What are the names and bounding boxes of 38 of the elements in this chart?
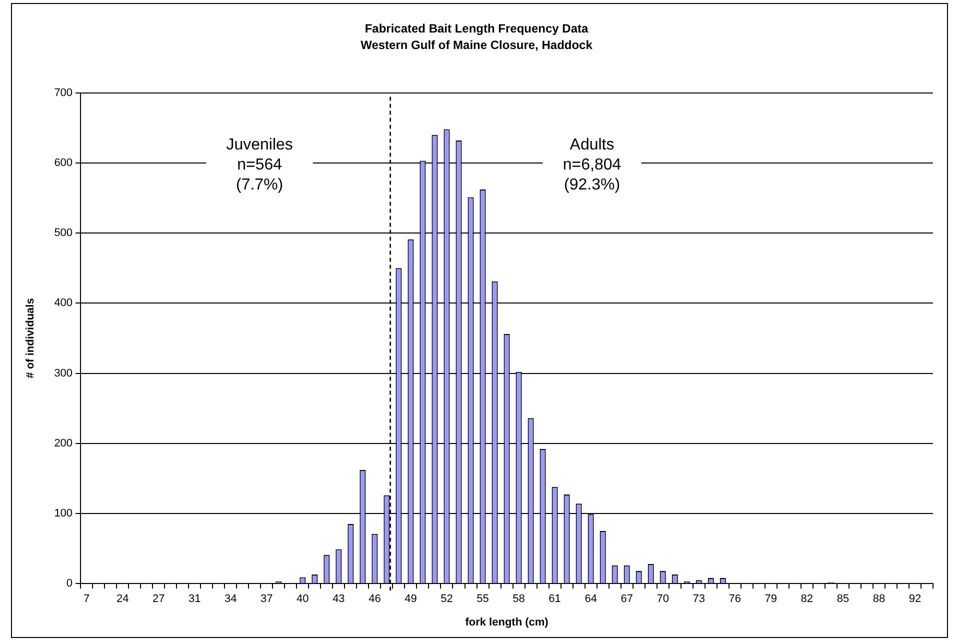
x-tick-label: 58 (512, 593, 525, 606)
x-tick-label: 24 (116, 593, 129, 606)
x-tick-label: 31 (188, 593, 201, 606)
y-tick-label: 400 (54, 297, 73, 310)
chart-title: Fabricated Bait Length Frequency Data (364, 22, 589, 36)
y-tick-label: 0 (66, 578, 73, 590)
x-tick-label: 7 (83, 593, 90, 606)
x-tick-label: 37 (260, 593, 273, 606)
x-tick-label: 73 (692, 593, 705, 606)
chart-subtitle: Western Gulf of Maine Closure, Haddock (360, 38, 593, 52)
x-axis-title: fork length (cm) (465, 616, 549, 628)
x-tick-label: 82 (800, 593, 814, 606)
x-tick-label: 85 (836, 593, 850, 606)
y-axis-title: # of individuals (24, 298, 37, 378)
y-tick-label: 200 (54, 437, 73, 450)
x-tick-label: 67 (620, 593, 633, 606)
x-tick-label: 88 (872, 593, 886, 606)
x-tick-label: 55 (476, 593, 489, 606)
x-tick-label: 27 (152, 593, 165, 606)
x-tick-label: 46 (368, 593, 381, 606)
x-tick-label: 92 (908, 593, 922, 606)
x-tick-label: 43 (332, 593, 345, 606)
annotation: Adults n=6,804 (92.3%) (562, 136, 622, 194)
x-tick-label: 40 (296, 593, 309, 606)
y-tick-label: 500 (54, 227, 73, 240)
y-tick-label: 600 (54, 156, 73, 169)
x-tick-label: 79 (764, 593, 778, 606)
x-tick-label: 76 (728, 593, 742, 606)
y-tick-label: 100 (54, 508, 73, 520)
x-tick-label: 70 (656, 593, 669, 606)
x-tick-label: 34 (224, 593, 237, 606)
x-tick-label: 64 (584, 593, 597, 606)
y-tick-label: 300 (54, 367, 73, 380)
x-tick-label: 49 (404, 593, 417, 606)
y-tick-label: 700 (54, 86, 73, 99)
x-tick-label: 52 (440, 593, 453, 606)
annotation: Juveniles n=564 (7.7%) (226, 136, 293, 194)
x-tick-label: 61 (548, 593, 561, 606)
